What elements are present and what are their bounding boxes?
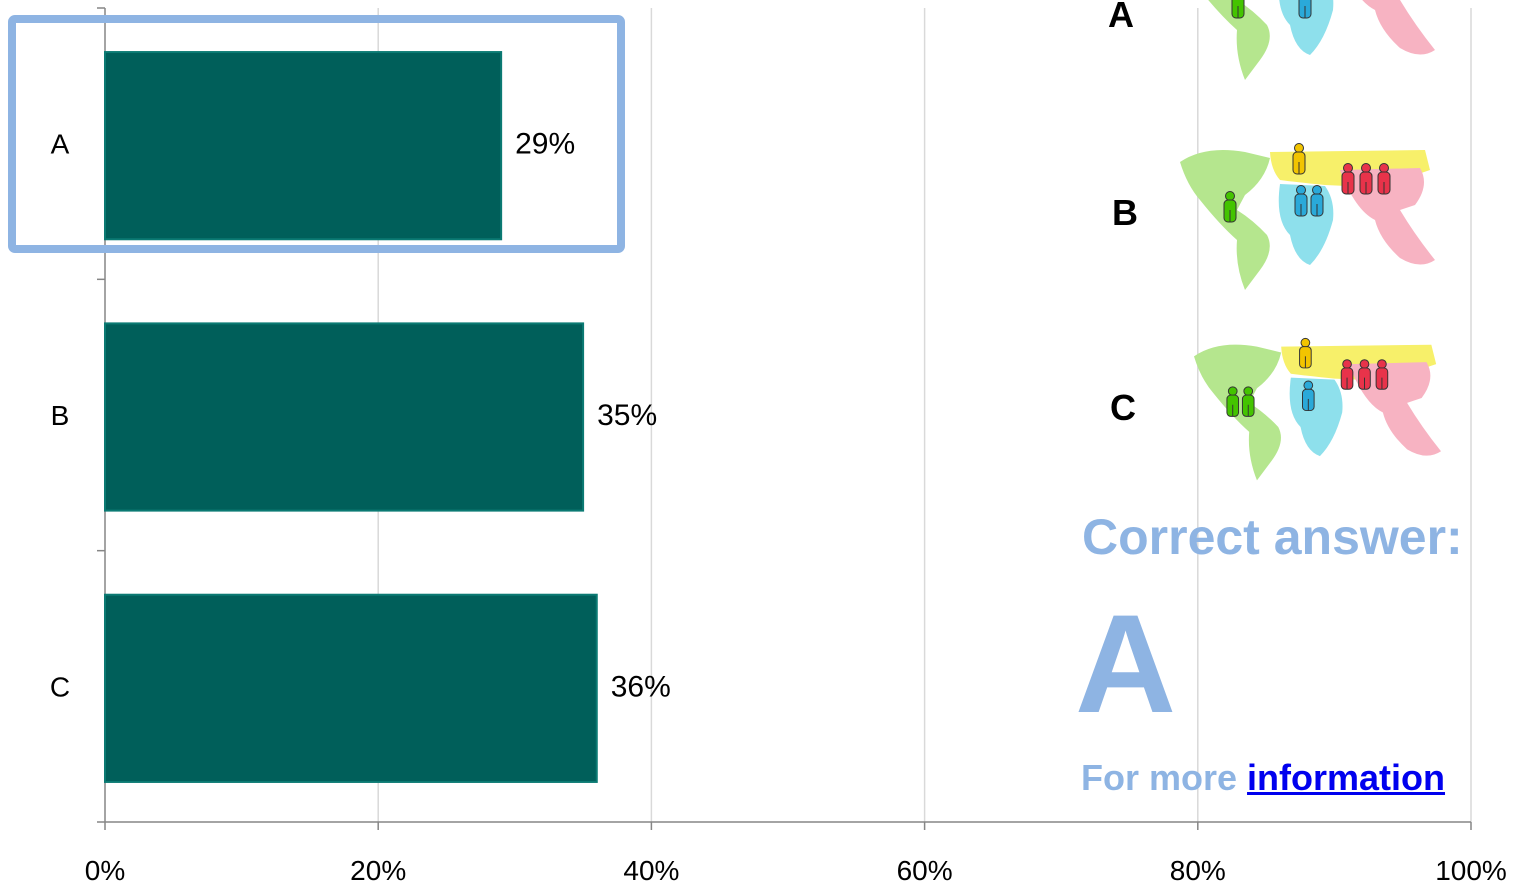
person-icon bbox=[1375, 359, 1389, 390]
person-icon bbox=[1302, 380, 1315, 412]
world-map-population-icon bbox=[1208, 0, 1435, 80]
world-map-population-icon bbox=[1193, 337, 1442, 481]
x-tick-label: 60% bbox=[897, 855, 953, 886]
x-tick-label: 80% bbox=[1170, 855, 1226, 886]
bar bbox=[104, 593, 598, 783]
x-tick-label: 0% bbox=[85, 855, 125, 886]
more-information-link[interactable]: information bbox=[1247, 757, 1446, 798]
person-icon bbox=[1298, 0, 1312, 19]
correct-answer-heading: Correct answer: bbox=[1082, 509, 1463, 565]
person-icon bbox=[1241, 386, 1255, 417]
data-label: 35% bbox=[597, 399, 657, 432]
x-tick-label: 20% bbox=[350, 855, 406, 886]
person-icon bbox=[1223, 191, 1237, 223]
option-letter-a: A bbox=[1108, 0, 1134, 35]
person-icon bbox=[1292, 143, 1306, 175]
more-information-prefix: For more bbox=[1081, 757, 1248, 798]
option-letter-b: B bbox=[1112, 192, 1138, 233]
person-icon bbox=[1226, 386, 1240, 417]
category-label: B bbox=[51, 400, 70, 431]
person-icon bbox=[1340, 359, 1354, 390]
person-icon bbox=[1299, 337, 1312, 369]
person-icon bbox=[1358, 359, 1371, 390]
bar bbox=[104, 51, 503, 241]
person-icon bbox=[1377, 163, 1391, 195]
person-icon bbox=[1341, 163, 1355, 195]
data-label: 29% bbox=[515, 128, 575, 161]
correct-answer-letter: A bbox=[1075, 585, 1177, 742]
person-icon bbox=[1310, 185, 1324, 217]
person-icon bbox=[1359, 163, 1373, 195]
x-tick-label: 100% bbox=[1435, 855, 1507, 886]
category-label: A bbox=[51, 129, 70, 160]
world-map-population-icon bbox=[1180, 143, 1435, 290]
more-information-text: For more information bbox=[1081, 757, 1445, 799]
category-label: C bbox=[50, 671, 70, 702]
highlight-box bbox=[8, 15, 625, 253]
person-icon bbox=[1294, 185, 1308, 217]
option-letter-c: C bbox=[1110, 387, 1136, 428]
x-tick-label: 40% bbox=[623, 855, 679, 886]
person-icon bbox=[1231, 0, 1245, 19]
data-label: 36% bbox=[611, 670, 671, 703]
bar bbox=[104, 322, 585, 512]
